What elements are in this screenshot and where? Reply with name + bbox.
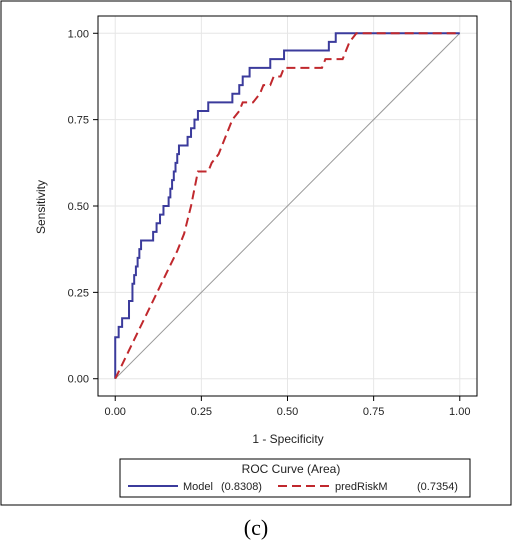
x-axis-title: 1 - Specificity	[252, 432, 323, 446]
legend-predriskm-area: (0.7354)	[417, 481, 458, 493]
y-tick-label: 1.00	[68, 28, 89, 40]
legend-title: ROC Curve (Area)	[242, 462, 341, 476]
series-predriskm-line	[114, 32, 460, 380]
x-tick-label: 0.50	[277, 406, 298, 418]
legend-predriskm-name: predRiskM	[335, 481, 388, 493]
y-tick-label: 0.00	[68, 374, 89, 386]
reference-line	[114, 32, 461, 380]
x-tick-label: 0.25	[191, 406, 212, 418]
y-axis: 0.00 0.25 0.50 0.75 1.00	[68, 28, 98, 386]
x-tick-label: 1.00	[449, 406, 470, 418]
legend-box	[119, 458, 471, 498]
legend-model-name: Model	[183, 481, 213, 493]
x-tick-label: 0.75	[363, 406, 384, 418]
x-tick-label: 0.00	[105, 406, 126, 418]
x-axis: 0.00 0.25 0.50 0.75 1.00	[105, 396, 470, 418]
y-tick-label: 0.50	[68, 201, 89, 213]
reference-diagonal	[114, 32, 461, 380]
y-tick-label: 0.25	[68, 287, 89, 299]
y-tick-label: 0.75	[68, 115, 89, 127]
series-model-line	[114, 32, 460, 379]
legend: ROC Curve (Area) Model (0.8308) predRisk…	[119, 458, 471, 498]
legend-model-area: (0.8308)	[221, 481, 262, 493]
figure-caption: (c)	[244, 515, 268, 540]
outer-frame	[0, 0, 512, 506]
y-axis-title: Sensitivity	[34, 180, 48, 234]
series-lines	[114, 32, 460, 380]
